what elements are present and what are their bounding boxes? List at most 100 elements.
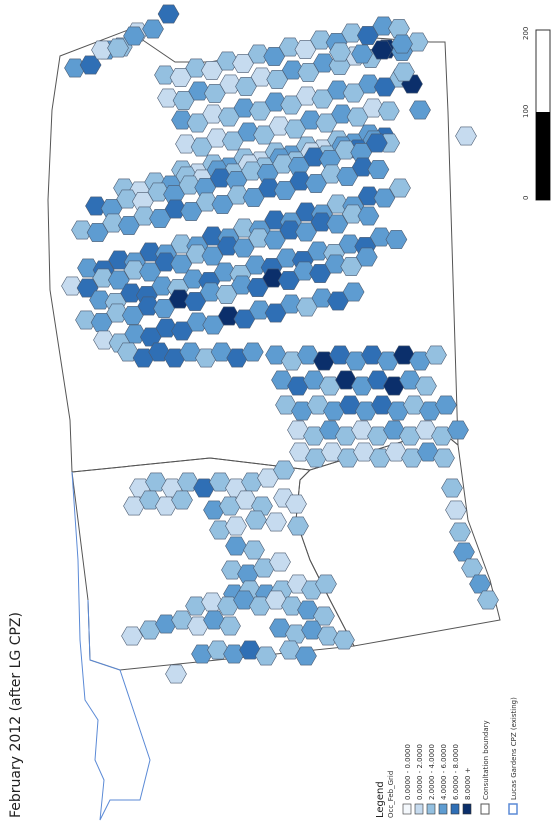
- occupancy-hex-cell: [281, 596, 303, 616]
- occupancy-hex-cell: [449, 522, 471, 542]
- occupancy-hex-cell: [186, 312, 209, 332]
- occupancy-hex-cell: [221, 560, 243, 580]
- occupancy-hex-cell: [310, 30, 332, 50]
- occupancy-hex-cell: [217, 596, 239, 616]
- occupancy-hex-cell: [255, 646, 277, 666]
- occupancy-hex-cell: [419, 401, 441, 421]
- occupancy-hex-cell: [271, 370, 293, 390]
- occupancy-hex-cell: [133, 206, 156, 226]
- occupancy-hex-cell: [92, 268, 115, 288]
- occupancy-hex-cell: [188, 81, 211, 101]
- occupancy-hex-cell: [295, 86, 318, 106]
- occupancy-hex-cell: [226, 348, 249, 368]
- occupancy-hex-cell: [345, 351, 367, 371]
- occupancy-hex-cell: [209, 168, 232, 188]
- occupancy-hex-cell: [319, 376, 341, 396]
- occupancy-hex-cell: [329, 42, 351, 62]
- occupancy-hex-cell: [317, 626, 339, 646]
- occupancy-hex-cell: [269, 552, 291, 572]
- occupancy-hex-cell: [107, 38, 129, 58]
- occupancy-hex-cell: [209, 472, 231, 492]
- occupancy-hex-cell: [165, 664, 187, 684]
- occupancy-hex-cell: [415, 376, 437, 396]
- occupancy-hex-cell: [337, 448, 359, 468]
- occupancy-hex-cell: [441, 478, 463, 498]
- occupancy-hex-cell: [453, 542, 475, 562]
- occupancy-hex-cell: [295, 646, 317, 666]
- occupancy-hex-cell: [357, 206, 380, 226]
- occupancy-hex-cell: [403, 395, 425, 415]
- scale-label-100: 100: [522, 105, 530, 118]
- occupancy-hex-cell: [249, 596, 271, 616]
- occupancy-hex-cell: [333, 630, 355, 650]
- occupancy-hex-cell: [371, 40, 393, 60]
- legend-class-label: 0.0000 - 2.0000: [416, 744, 424, 800]
- occupancy-hex-cell: [202, 104, 225, 124]
- occupancy-hex-cell: [287, 516, 309, 536]
- occupancy-hex-cell: [445, 500, 467, 520]
- occupancy-hex-cell: [367, 426, 389, 446]
- occupancy-hex-cell: [225, 536, 247, 556]
- occupancy-hex-cell: [355, 247, 378, 267]
- occupancy-hex-cell: [93, 330, 115, 350]
- occupancy-hex-cell: [178, 175, 201, 195]
- occupancy-hex-cell: [311, 288, 334, 308]
- occupancy-hex-cell: [326, 214, 349, 234]
- occupancy-hex-cell: [155, 614, 177, 634]
- occupancy-hex-grid: [61, 4, 499, 684]
- occupancy-hex-cell: [321, 442, 343, 462]
- legend-class-swatch: [462, 803, 472, 815]
- occupancy-hex-cell: [385, 442, 407, 462]
- occupancy-hex-cell: [217, 236, 239, 256]
- legend-layer-name: Occ_Feb_Grid: [387, 771, 395, 818]
- occupancy-hex-cell: [409, 100, 431, 120]
- scale-bar-filled-section: [536, 112, 550, 200]
- occupancy-hex-cell: [305, 448, 327, 468]
- occupancy-hex-cell: [399, 426, 421, 446]
- occupancy-hex-cell: [323, 401, 345, 421]
- occupancy-hex-cell: [263, 230, 286, 250]
- occupancy-hex-cell: [241, 161, 263, 181]
- occupancy-hex-cell: [265, 345, 287, 365]
- occupancy-hex-cell: [272, 154, 295, 174]
- occupancy-hex-cell: [320, 164, 343, 184]
- lucas-gardens-cpz-boundary: [71, 471, 151, 821]
- legend-cpz-swatch: [508, 803, 518, 815]
- occupancy-hex-cell: [89, 290, 111, 310]
- map-title: February 2012 (after LG CPZ): [8, 612, 24, 818]
- occupancy-hex-cell: [233, 590, 255, 610]
- legend-heading: Legend: [375, 781, 386, 818]
- occupancy-hex-cell: [253, 558, 275, 578]
- occupancy-hex-cell: [157, 4, 180, 24]
- occupancy-hex-cell: [389, 178, 411, 198]
- occupancy-hex-cell: [334, 140, 357, 160]
- occupancy-hex-cell: [285, 494, 307, 514]
- occupancy-hex-cell: [203, 500, 225, 520]
- occupancy-hex-cell: [276, 248, 299, 268]
- occupancy-hex-cell: [433, 448, 455, 468]
- occupancy-hex-cell: [455, 126, 477, 146]
- occupancy-hex-cell: [293, 261, 316, 281]
- occupancy-hex-cell: [331, 104, 353, 124]
- occupancy-hex-cell: [139, 490, 161, 510]
- occupancy-hex-cell: [373, 188, 396, 208]
- occupancy-hex-cell: [154, 65, 176, 85]
- occupancy-hex-cell: [241, 472, 263, 492]
- occupancy-hex-cell: [216, 51, 239, 71]
- occupancy-hex-cell: [243, 540, 265, 560]
- occupancy-hex-cell: [203, 610, 225, 630]
- occupancy-hex-cell: [248, 228, 271, 248]
- occupancy-hex-cell: [168, 289, 191, 309]
- occupancy-hex-cell: [145, 472, 167, 492]
- occupancy-hex-cell: [116, 189, 139, 209]
- occupancy-hex-cell: [106, 303, 129, 323]
- occupancy-hex-cell: [121, 626, 143, 646]
- occupancy-hex-cell: [245, 510, 267, 530]
- legend-class-swatch: [414, 803, 424, 815]
- scale-label-200: 200: [522, 27, 530, 40]
- occupancy-hex-cell: [142, 19, 164, 39]
- occupancy-hex-cell: [303, 426, 325, 446]
- scale-bar: 0 100 200: [522, 27, 551, 201]
- occupancy-hex-cell: [385, 230, 408, 249]
- legend-class-list: 0.0000 - 0.0000 0.0000 - 2.0000 2.0000 - 4…: [402, 744, 472, 815]
